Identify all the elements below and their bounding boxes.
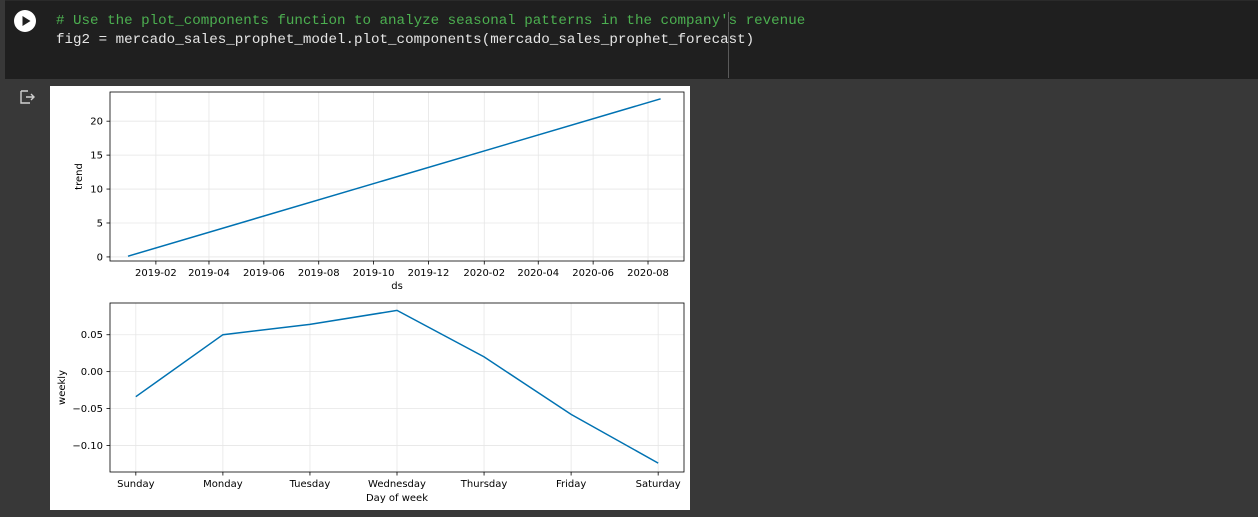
output-redirect-icon[interactable] (18, 88, 36, 106)
code-statement-line[interactable]: fig2 = mercado_sales_prophet_model.plot_… (56, 32, 755, 48)
weekly-x-tick-label: Saturday (636, 479, 681, 490)
trend-x-tick-label: 2020-06 (572, 268, 614, 279)
trend-y-tick-label: 0 (97, 252, 103, 263)
trend-axes-frame (109, 91, 685, 262)
play-icon (22, 16, 31, 26)
weekly-y-tick-label: −0.10 (72, 441, 103, 452)
weekly-series-line (135, 309, 659, 464)
weekly-x-tick-label: Tuesday (289, 479, 331, 490)
trend-x-tick-label: 2019-06 (243, 268, 285, 279)
trend-x-tick-label: 2019-12 (408, 268, 450, 279)
weekly-x-tick-label: Sunday (117, 479, 154, 490)
weekly-x-axis-label: Day of week (366, 493, 428, 504)
weekly-x-tick-label: Thursday (460, 479, 508, 490)
trend-y-tick-label: 15 (90, 151, 103, 162)
trend-y-tick-label: 10 (90, 185, 103, 196)
trend-x-axis-label: ds (391, 281, 403, 292)
weekly-x-tick-label: Friday (556, 479, 586, 490)
trend-y-tick-label: 20 (90, 117, 103, 128)
weekly-y-axis-label: weekly (57, 370, 68, 405)
text-cursor (728, 12, 729, 78)
trend-x-tick-label: 2020-02 (463, 268, 505, 279)
trend-x-tick-label: 2020-08 (627, 268, 669, 279)
weekly-x-tick-label: Wednesday (368, 479, 426, 490)
trend-x-tick-label: 2020-04 (517, 268, 559, 279)
trend-x-tick-label: 2019-02 (135, 268, 177, 279)
code-comment-line[interactable]: # Use the plot_components function to an… (56, 13, 806, 29)
weekly-y-tick-label: −0.05 (72, 404, 103, 415)
trend-x-tick-label: 2019-04 (188, 268, 230, 279)
trend-y-tick-label: 5 (97, 218, 103, 229)
trend-series-line (127, 98, 661, 257)
weekly-y-tick-label: 0.05 (81, 330, 103, 341)
trend-x-tick-label: 2019-10 (353, 268, 395, 279)
weekly-y-tick-label: 0.00 (81, 367, 103, 378)
components-figure: 2019-02 2019-04 2019-06 2019-08 2019-10 2019-… (50, 86, 690, 510)
weekly-axes-frame (109, 302, 685, 473)
trend-y-axis-label: trend (74, 163, 85, 190)
weekly-x-tick-label: Monday (203, 479, 243, 490)
code-editor[interactable]: # Use the plot_components function to an… (5, 0, 1258, 79)
run-cell-button[interactable] (14, 10, 36, 32)
components-figure-svg: 2019-02 2019-04 2019-06 2019-08 2019-10 2019-… (57, 91, 685, 504)
trend-x-tick-label: 2019-08 (298, 268, 340, 279)
